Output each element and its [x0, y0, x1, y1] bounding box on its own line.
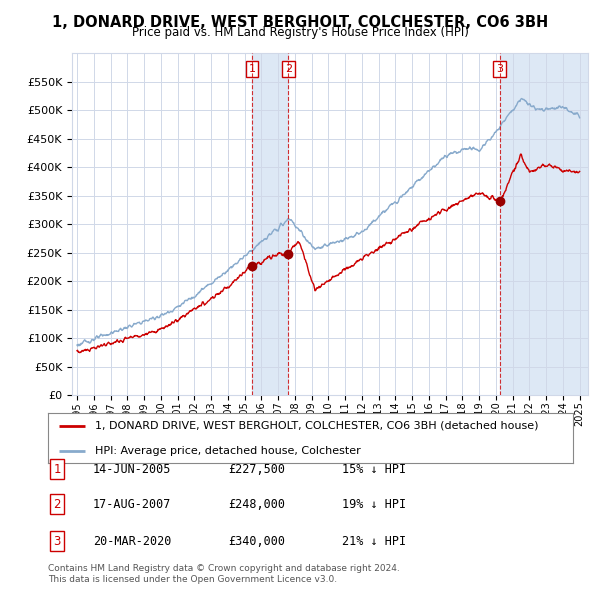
- Text: Contains HM Land Registry data © Crown copyright and database right 2024.: Contains HM Land Registry data © Crown c…: [48, 565, 400, 573]
- Text: 19% ↓ HPI: 19% ↓ HPI: [342, 498, 406, 511]
- Text: 14-JUN-2005: 14-JUN-2005: [93, 463, 172, 476]
- Text: £340,000: £340,000: [228, 535, 285, 548]
- Text: HPI: Average price, detached house, Colchester: HPI: Average price, detached house, Colc…: [95, 445, 361, 455]
- Bar: [500, 53, 588, 395]
- Text: £248,000: £248,000: [228, 498, 285, 511]
- Text: 21% ↓ HPI: 21% ↓ HPI: [342, 535, 406, 548]
- Text: 3: 3: [496, 64, 503, 74]
- Text: Price paid vs. HM Land Registry's House Price Index (HPI): Price paid vs. HM Land Registry's House …: [131, 26, 469, 39]
- Text: 15% ↓ HPI: 15% ↓ HPI: [342, 463, 406, 476]
- Text: £227,500: £227,500: [228, 463, 285, 476]
- Bar: [252, 53, 289, 395]
- Text: 1, DONARD DRIVE, WEST BERGHOLT, COLCHESTER, CO6 3BH (detached house): 1, DONARD DRIVE, WEST BERGHOLT, COLCHEST…: [95, 421, 539, 431]
- Text: 1, DONARD DRIVE, WEST BERGHOLT, COLCHESTER, CO6 3BH: 1, DONARD DRIVE, WEST BERGHOLT, COLCHEST…: [52, 15, 548, 30]
- Text: 17-AUG-2007: 17-AUG-2007: [93, 498, 172, 511]
- Text: This data is licensed under the Open Government Licence v3.0.: This data is licensed under the Open Gov…: [48, 575, 337, 584]
- Text: 3: 3: [53, 535, 61, 548]
- Text: 1: 1: [53, 463, 61, 476]
- Text: 2: 2: [53, 498, 61, 511]
- Text: 2: 2: [285, 64, 292, 74]
- Text: 20-MAR-2020: 20-MAR-2020: [93, 535, 172, 548]
- Text: 1: 1: [248, 64, 256, 74]
